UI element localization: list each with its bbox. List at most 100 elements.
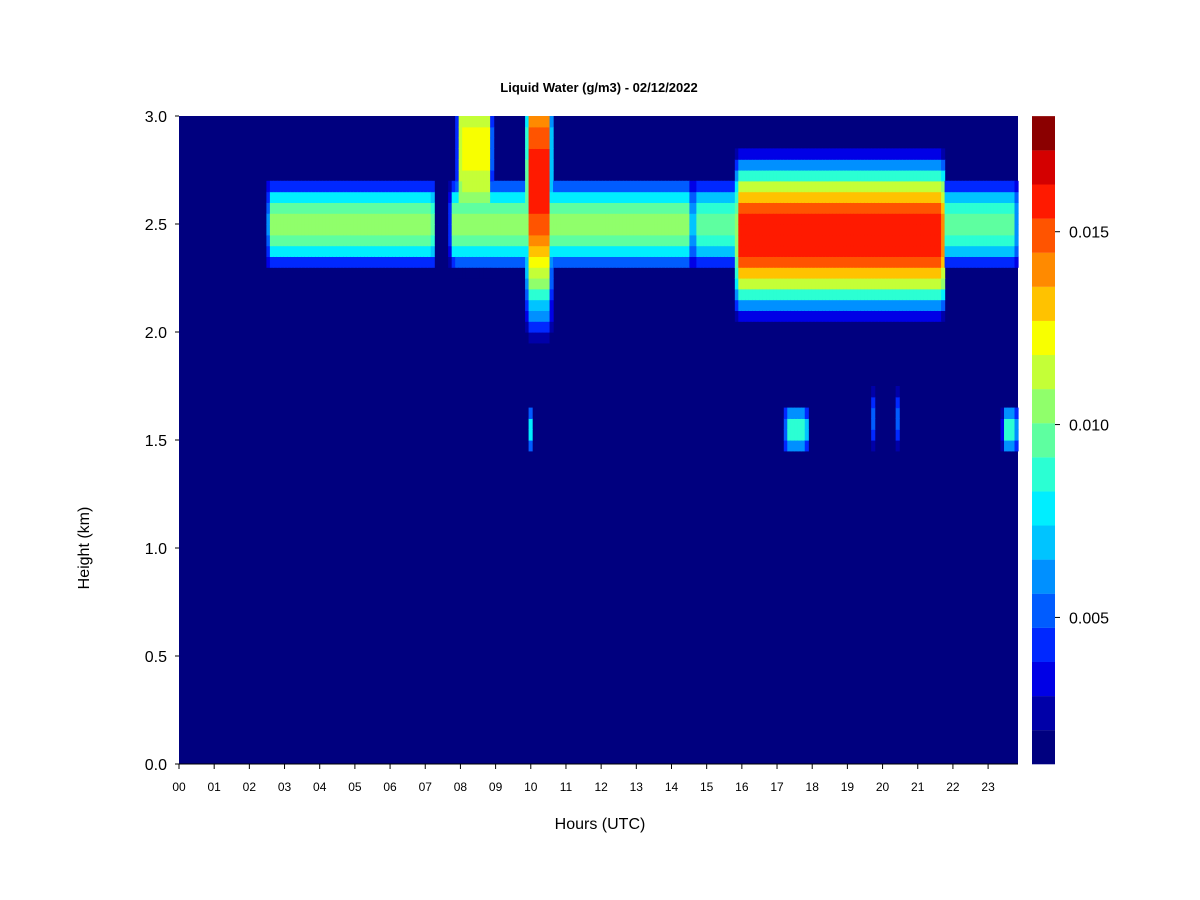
heatmap-cell [860, 267, 865, 279]
heatmap-cell [951, 224, 956, 236]
heatmap-cell [825, 148, 830, 160]
heatmap-cell [343, 202, 348, 214]
heatmap-cell [325, 180, 330, 193]
heatmap-cell [385, 256, 390, 268]
heatmap-cell [794, 202, 799, 214]
heatmap-cell [909, 180, 914, 193]
heatmap-cell [752, 148, 757, 160]
heatmap-cell [1000, 213, 1005, 225]
heatmap-cell [843, 170, 848, 182]
heatmap-cell [588, 180, 593, 193]
heatmap-cell [427, 224, 432, 236]
heatmap-cell [909, 213, 914, 225]
heatmap-cell [549, 180, 554, 193]
heatmap-cell [542, 288, 547, 301]
heatmap-cell [339, 245, 344, 257]
heatmap-cell [913, 180, 918, 193]
heatmap-cell [717, 180, 722, 193]
heatmap-cell [318, 191, 323, 203]
heatmap-cell [808, 245, 813, 257]
heatmap-cell [675, 245, 680, 257]
heatmap-cell [329, 180, 334, 193]
heatmap-cell [871, 407, 876, 419]
heatmap-cell [308, 213, 313, 225]
heatmap-cell [521, 256, 526, 268]
heatmap-cell [916, 278, 921, 290]
heatmap-cell [794, 191, 799, 203]
heatmap-cell [790, 202, 795, 214]
heatmap-cell [1007, 180, 1012, 193]
heatmap-cell [294, 213, 299, 225]
heatmap-cell [650, 213, 656, 225]
heatmap-cell [773, 288, 778, 301]
heatmap-cell [273, 213, 278, 225]
heatmap-cell [458, 116, 463, 128]
heatmap-cell [1011, 202, 1016, 214]
heatmap-cell [864, 245, 869, 257]
heatmap-cell [290, 224, 295, 236]
heatmap-cell [511, 245, 516, 257]
heatmap-cell [899, 234, 904, 247]
heatmap-cell [839, 299, 844, 311]
heatmap-cell [304, 224, 309, 236]
heatmap-cell [577, 256, 582, 268]
heatmap-cell [486, 148, 491, 160]
heatmap-cell [525, 299, 530, 311]
heatmap-cell [850, 202, 855, 214]
heatmap-cell [343, 245, 348, 257]
heatmap-cell [738, 213, 743, 225]
heatmap-cell [525, 191, 530, 203]
heatmap-cell [465, 180, 470, 193]
heatmap-cell [1000, 418, 1005, 430]
heatmap-cell [581, 213, 586, 225]
heatmap-cell [927, 288, 932, 301]
heatmap-cell [920, 278, 925, 290]
heatmap-cell [654, 180, 659, 193]
heatmap-cell [528, 278, 533, 290]
heatmap-cell [843, 234, 848, 247]
heatmap-cell [818, 234, 823, 247]
heatmap-cell [671, 256, 677, 268]
heatmap-cell [801, 310, 806, 322]
heatmap-cell [682, 191, 687, 203]
heatmap-cell [507, 191, 512, 203]
colorbar-segment [1032, 422, 1055, 458]
heatmap-cell [500, 202, 505, 214]
heatmap-cell [287, 191, 292, 203]
heatmap-cell [619, 191, 624, 203]
heatmap-cell [490, 224, 495, 236]
heatmap-cell [427, 213, 432, 225]
heatmap-cell [1000, 429, 1005, 441]
heatmap-cell [472, 148, 477, 160]
heatmap-cell [472, 126, 477, 139]
heatmap-cell [567, 245, 572, 257]
heatmap-cell [479, 213, 484, 225]
heatmap-cell [825, 234, 830, 247]
heatmap-cell [899, 159, 904, 171]
heatmap-cell [941, 256, 946, 268]
heatmap-cell [783, 234, 788, 247]
heatmap-cell [920, 256, 925, 268]
heatmap-cell [290, 180, 295, 193]
heatmap-cell [629, 213, 635, 225]
heatmap-cell [706, 245, 711, 257]
colorbar-segment [1032, 116, 1055, 151]
heatmap-cell [832, 180, 837, 193]
heatmap-cell [944, 234, 949, 247]
heatmap-cell [986, 224, 991, 236]
heatmap-cell [860, 202, 865, 214]
heatmap-cell [699, 234, 704, 247]
heatmap-cell [895, 429, 900, 441]
heatmap-cell [759, 256, 764, 268]
heatmap-cell [979, 256, 984, 268]
heatmap-cell [696, 202, 701, 214]
heatmap-cell [322, 191, 327, 203]
heatmap-cell [539, 256, 544, 268]
heatmap-cell [654, 213, 659, 225]
heatmap-cell [832, 267, 837, 279]
heatmap-cell [525, 267, 530, 279]
heatmap-cell [598, 245, 603, 257]
heatmap-cell [888, 224, 893, 236]
heatmap-cell [748, 310, 753, 322]
heatmap-cell [703, 180, 708, 193]
